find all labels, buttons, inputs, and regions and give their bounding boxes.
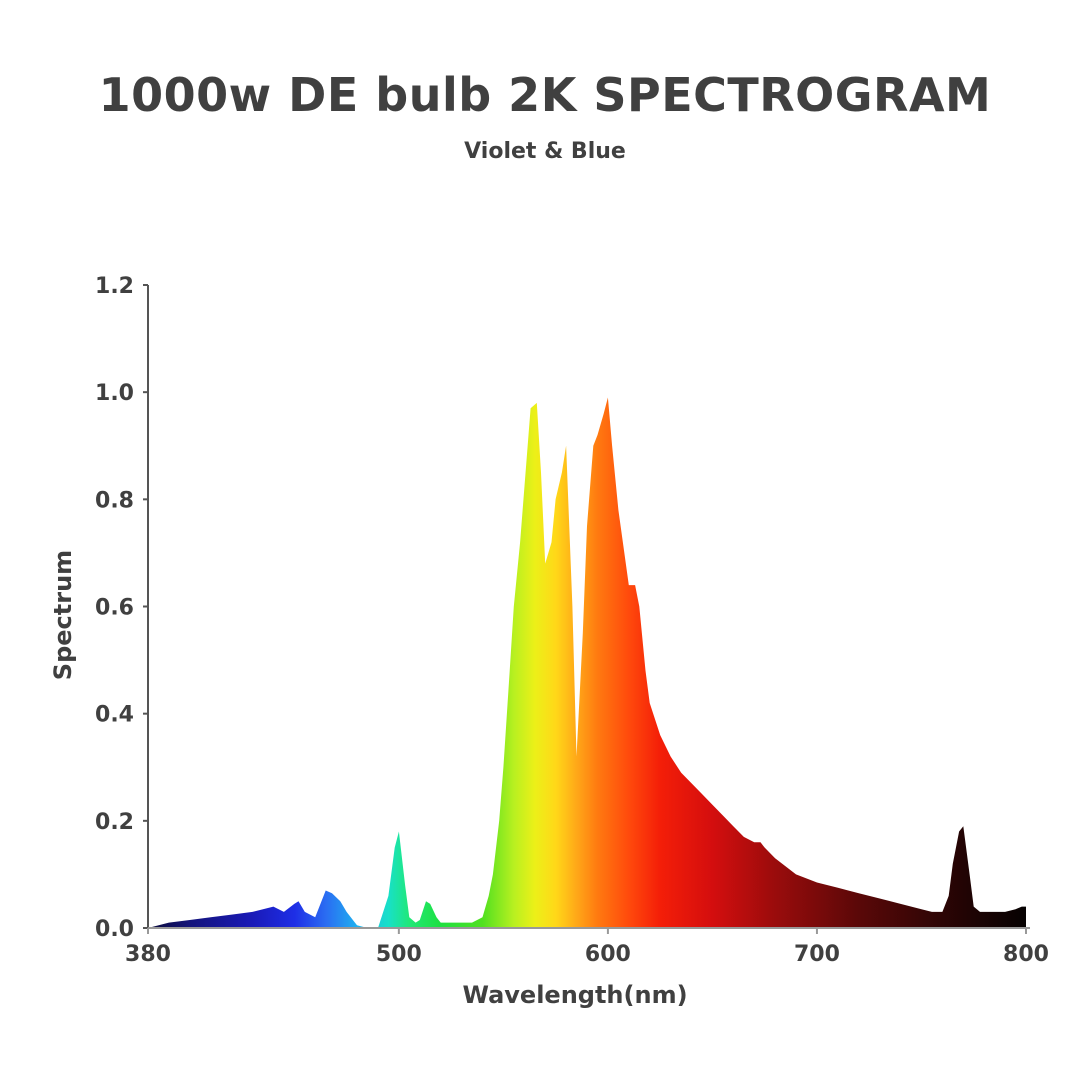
x-tick-label: 700 [794, 942, 840, 967]
y-tick-label: 0.0 [95, 917, 134, 942]
y-tick-label: 0.6 [95, 596, 134, 621]
x-tick-label: 380 [125, 942, 171, 967]
chart-subtitle: Violet & Blue [464, 139, 626, 164]
chart-title: 1000w DE bulb 2K SPECTROGRAM [98, 68, 992, 122]
x-tick-label: 800 [1003, 942, 1049, 967]
y-tick-label: 0.4 [95, 703, 134, 728]
y-tick-label: 1.0 [95, 381, 134, 406]
x-tick-label: 600 [585, 942, 631, 967]
x-axis-label: Wavelength(nm) [462, 981, 687, 1009]
y-tick-label: 0.2 [95, 810, 134, 835]
y-tick-label: 0.8 [95, 488, 134, 513]
x-tick-label: 500 [376, 942, 422, 967]
ticks-layer: 0.0 0.2 0.4 0.6 0.8 1.0 1.2 380 500 600 700 800 [95, 274, 1049, 967]
spectrum-area [148, 397, 1026, 928]
y-tick-label: 1.2 [95, 274, 134, 299]
area-layer [148, 397, 1026, 928]
y-axis-label: Spectrum [49, 550, 77, 680]
